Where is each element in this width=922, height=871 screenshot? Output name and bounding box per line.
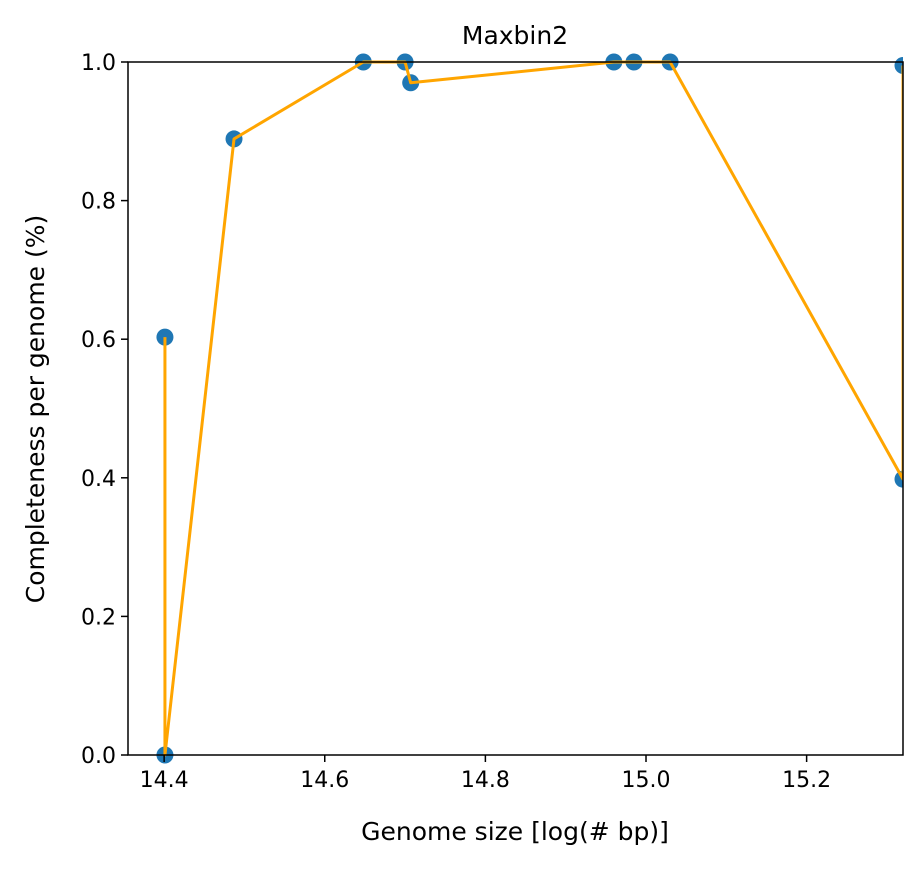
x-axis: 14.4 14.6 14.8 15.0 15.2	[140, 755, 831, 793]
axes-frame	[127, 61, 904, 756]
y-tick-label: 0.2	[81, 605, 116, 630]
y-tick-label: 0.6	[81, 328, 116, 353]
y-tick-label: 0.8	[81, 190, 116, 215]
x-tick-label: 14.8	[461, 768, 510, 793]
x-tick-label: 15.2	[782, 768, 831, 793]
y-tick-label: 1.0	[81, 51, 116, 76]
y-tick-label: 0.4	[81, 467, 116, 492]
x-axis-label: Genome size [log(# bp)]	[361, 817, 669, 846]
data-point	[894, 56, 903, 74]
plot-area	[156, 53, 903, 764]
y-axis-label: Completeness per genome (%)	[21, 215, 50, 604]
data-points	[156, 53, 903, 764]
x-tick-label: 14.4	[140, 768, 189, 793]
chart-title: Maxbin2	[462, 21, 568, 50]
y-tick-label: 0.0	[81, 744, 116, 769]
series-line	[163, 60, 903, 757]
y-axis: 0.0 0.2 0.4 0.6 0.8 1.0	[81, 51, 128, 769]
x-tick-label: 15.0	[622, 768, 671, 793]
x-tick-label: 14.6	[300, 768, 349, 793]
